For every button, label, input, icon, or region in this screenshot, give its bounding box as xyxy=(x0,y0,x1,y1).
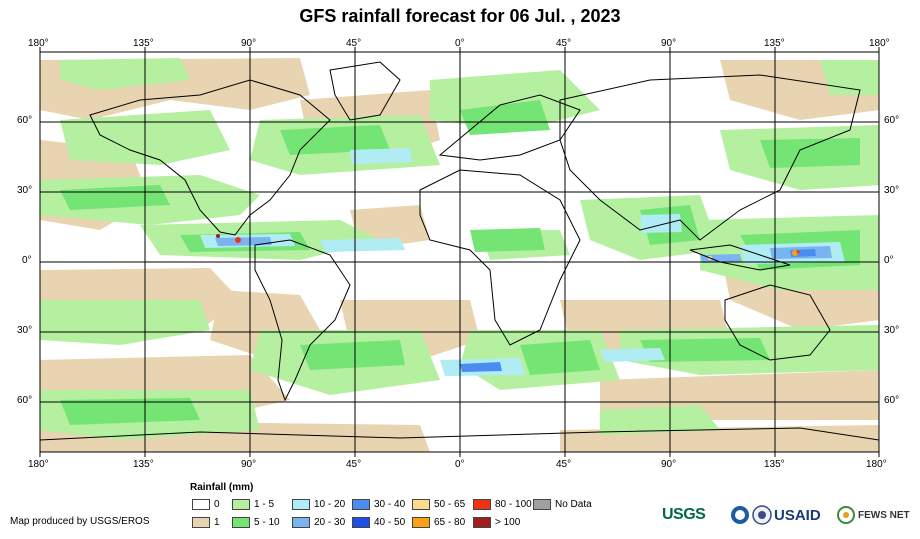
bottom-lon-label: 45° xyxy=(346,459,362,470)
top-lon-label: 0° xyxy=(455,38,465,49)
legend-label: 1 xyxy=(214,517,220,528)
legend-label: 65 - 80 xyxy=(434,517,466,528)
legend-label: > 100 xyxy=(495,517,521,528)
legend-label: 40 - 50 xyxy=(374,517,406,528)
top-lon-label: 45° xyxy=(556,38,572,49)
usgs-logo-text: USGS xyxy=(662,506,706,523)
bottom-lon-label: 45° xyxy=(556,459,572,470)
legend-label: 5 - 10 xyxy=(254,517,280,528)
greenland-outline xyxy=(329,61,401,121)
legend-label: No Data xyxy=(555,499,592,510)
legend-item: 40 - 50 xyxy=(352,516,405,529)
left-lat-label: 0° xyxy=(22,255,32,266)
credit-text: Map produced by USGS/EROS xyxy=(10,516,150,527)
legend-item: 10 - 20 xyxy=(292,498,345,511)
top-lon-label: 135° xyxy=(764,38,785,49)
noaa-icon xyxy=(731,506,749,524)
legend-swatch xyxy=(232,517,250,528)
legend-title: Rainfall (mm) xyxy=(190,482,254,493)
legend-label: 30 - 40 xyxy=(374,499,406,510)
usgs-logo: USGS xyxy=(662,503,706,527)
legend-item: 50 - 65 xyxy=(412,498,465,511)
legend-swatch xyxy=(232,499,250,510)
asia-outline xyxy=(559,74,861,241)
north-america-outline xyxy=(89,79,331,236)
bottom-lon-label: 180° xyxy=(28,459,49,470)
legend-label: 1 - 5 xyxy=(254,499,275,510)
bottom-lon-label: 135° xyxy=(133,459,154,470)
left-lat-label: 30° xyxy=(17,185,33,196)
legend-swatch xyxy=(412,499,430,510)
left-lat-label: 60° xyxy=(17,115,33,126)
right-lat-label: 60° xyxy=(884,395,900,406)
map-title: GFS rainfall forecast for 06 Jul. , 2023 xyxy=(299,6,621,26)
australia-outline xyxy=(724,284,831,361)
legend-swatch xyxy=(352,499,370,510)
fews-net-icon xyxy=(837,506,855,524)
legend-item: No Data xyxy=(533,498,592,511)
legend-swatch xyxy=(192,499,210,510)
tick-marks xyxy=(39,47,880,457)
top-lon-label: 180° xyxy=(28,38,49,49)
country-boundaries xyxy=(40,61,879,441)
antarctica-outline xyxy=(40,427,879,441)
fews-net-logo: FEWS NET xyxy=(836,503,910,527)
legend-label: 80 - 100 xyxy=(495,499,532,510)
legend-swatch xyxy=(292,499,310,510)
seal-icon xyxy=(752,505,772,525)
rainfall-20-40mm-areas xyxy=(215,237,832,372)
legend-item: 20 - 30 xyxy=(292,516,345,529)
legend-swatch xyxy=(192,517,210,528)
legend-swatch xyxy=(412,517,430,528)
africa-outline xyxy=(419,169,581,346)
bottom-lon-label: 180° xyxy=(866,459,887,470)
top-lon-label: 45° xyxy=(346,38,362,49)
legend-item: 30 - 40 xyxy=(352,498,405,511)
legend-item: 1 - 5 xyxy=(232,498,274,511)
state-seal-logo xyxy=(752,503,772,527)
legend-item: 5 - 10 xyxy=(232,516,280,529)
bottom-lon-label: 90° xyxy=(661,459,677,470)
legend-swatch xyxy=(533,499,551,510)
legend-swatch xyxy=(473,499,491,510)
legend-swatch xyxy=(473,517,491,528)
right-lat-label: 30° xyxy=(884,185,900,196)
legend-label: 0 xyxy=(214,499,220,510)
legend-label: 50 - 65 xyxy=(434,499,466,510)
right-lat-label: 30° xyxy=(884,325,900,336)
bottom-lon-label: 90° xyxy=(241,459,257,470)
legend-label: 10 - 20 xyxy=(314,499,346,510)
legend-item: 0 xyxy=(192,498,220,511)
noaa-logo xyxy=(730,503,750,527)
legend-item: 65 - 80 xyxy=(412,516,465,529)
legend-label: 20 - 30 xyxy=(314,517,346,528)
top-lon-label: 180° xyxy=(869,38,890,49)
usaid-logo: USAID xyxy=(774,503,821,527)
right-lat-label: 60° xyxy=(884,115,900,126)
top-lon-label: 135° xyxy=(133,38,154,49)
fews-net-logo-text: FEWS NET xyxy=(858,509,910,521)
left-lat-label: 60° xyxy=(17,395,33,406)
south-america-outline xyxy=(254,239,351,402)
top-lon-label: 90° xyxy=(661,38,677,49)
top-lon-label: 90° xyxy=(241,38,257,49)
usaid-logo-text: USAID xyxy=(774,506,821,524)
left-lat-label: 30° xyxy=(17,325,33,336)
legend-swatch xyxy=(352,517,370,528)
bottom-lon-label: 0° xyxy=(455,459,465,470)
graticule xyxy=(40,52,879,452)
legend-item: > 100 xyxy=(473,516,520,529)
bottom-lon-label: 135° xyxy=(764,459,785,470)
legend-swatch xyxy=(292,517,310,528)
legend-item: 80 - 100 xyxy=(473,498,532,511)
legend-item: 1 xyxy=(192,516,220,529)
right-lat-label: 0° xyxy=(884,255,894,266)
